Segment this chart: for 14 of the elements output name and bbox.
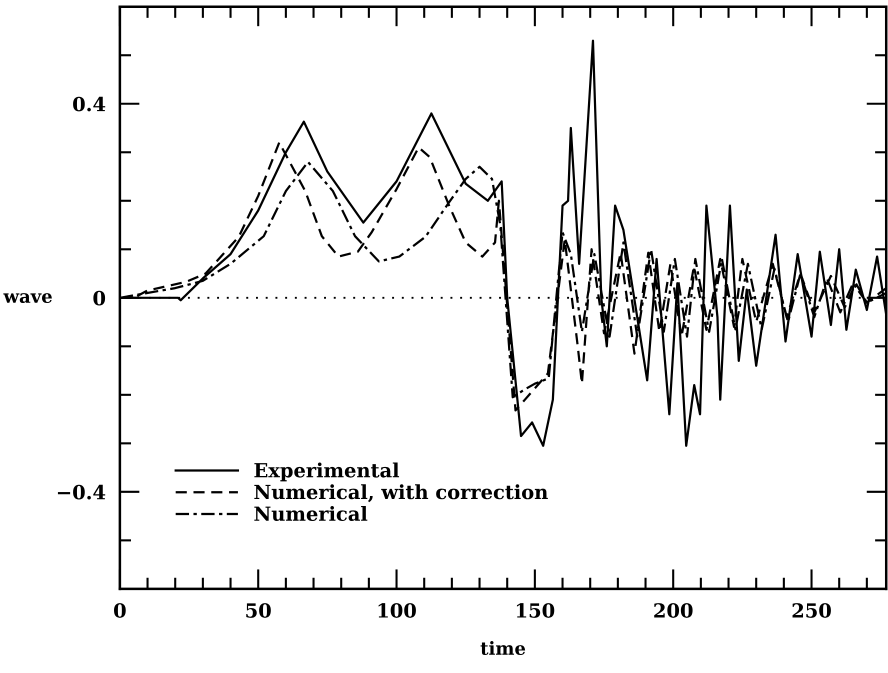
x-tick-label: 100 [378,603,416,618]
x-tick-label: 0 [114,603,126,618]
y-tick-label: −0.4 [58,484,106,500]
legend-label: Numerical, with correction [254,484,548,502]
legend-label: Experimental [254,462,400,482]
x-tick-label: 250 [792,603,831,618]
y-axis-title: wave [3,293,52,304]
x-tick-label: 150 [516,603,554,618]
y-tick-label: 0 [93,290,106,306]
x-axis-title: time [480,641,526,656]
x-tick-label: 50 [246,603,271,618]
legend-label: Numerical [254,506,368,522]
x-tick-label: 200 [654,603,693,618]
y-tick-label: 0.4 [73,96,106,112]
